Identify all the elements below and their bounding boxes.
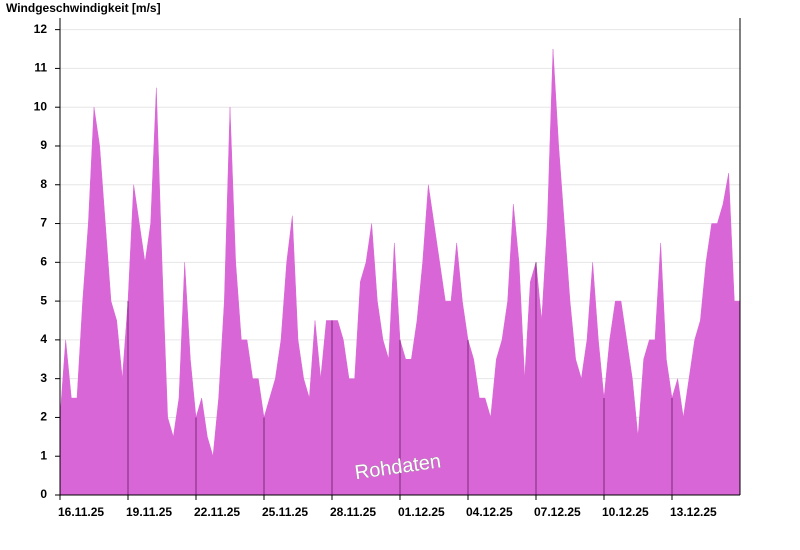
y-tick-label: 12	[34, 22, 48, 36]
x-tick-label: 25.11.25	[262, 505, 308, 519]
y-tick-label: 3	[40, 371, 47, 385]
y-tick-label: 9	[40, 138, 47, 152]
y-tick-label: 11	[34, 61, 47, 75]
x-tick-label: 01.12.25	[398, 505, 445, 519]
x-tick-label: 04.12.25	[466, 505, 513, 519]
x-tick-label: 22.11.25	[194, 505, 240, 519]
area	[59, 49, 741, 496]
x-tick-label: 16.11.25	[58, 505, 104, 519]
y-tick-label: 0	[40, 487, 47, 501]
y-tick-label: 1	[40, 448, 47, 462]
x-tick-label: 28.11.25	[330, 505, 376, 519]
y-tick-label: 8	[40, 177, 47, 191]
x-tick-label: 10.12.25	[602, 505, 649, 519]
y-tick-label: 4	[40, 332, 47, 346]
y-tick-label: 7	[40, 216, 47, 230]
x-tick-label: 13.12.25	[670, 505, 717, 519]
x-tick-label: 07.12.25	[534, 505, 581, 519]
chart-title: Windgeschwindigkeit [m/s]	[6, 1, 161, 15]
y-tick-label: 5	[40, 293, 47, 307]
y-tick-label: 2	[40, 410, 47, 424]
y-tick-label: 10	[34, 99, 48, 113]
y-tick-label: 6	[40, 254, 47, 268]
x-tick-label: 19.11.25	[126, 505, 172, 519]
